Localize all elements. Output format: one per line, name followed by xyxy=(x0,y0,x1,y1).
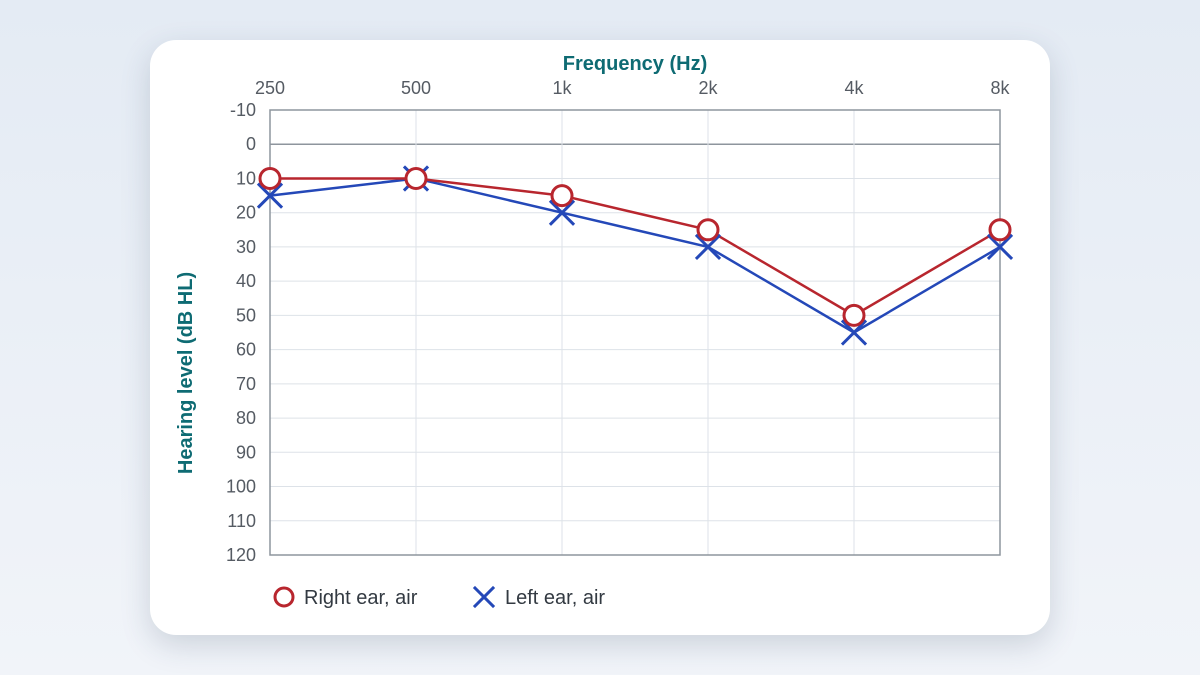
right-ear-point xyxy=(258,166,282,190)
x-tick-label: 500 xyxy=(401,78,431,98)
legend-label-left-ear: Left ear, air xyxy=(505,587,605,609)
legend-x-icon xyxy=(472,585,496,609)
y-tick-label: 40 xyxy=(236,271,256,291)
y-tick-label: 60 xyxy=(236,340,256,360)
legend-x-mark xyxy=(472,585,496,609)
y-tick-label: -10 xyxy=(230,100,256,120)
left-ear-point xyxy=(986,233,1014,261)
y-tick-label: 90 xyxy=(236,442,256,462)
x-tick-label: 1k xyxy=(552,78,572,98)
y-tick-label: 10 xyxy=(236,168,256,188)
left-ear-point xyxy=(548,199,576,226)
legend-item-right-ear: Right ear, air xyxy=(273,586,418,609)
y-tick-label: 120 xyxy=(226,545,256,565)
x-tick-label: 250 xyxy=(255,78,285,98)
x-marker-stroke xyxy=(986,233,1014,261)
left-ear-point xyxy=(694,233,722,261)
legend-circle-icon xyxy=(273,586,295,608)
right-ear-point xyxy=(842,303,866,327)
left-ear-line xyxy=(269,177,1001,334)
y-axis-title: Hearing level (dB HL) xyxy=(175,272,197,474)
chart-card: 250 500 1k 2k 4k 8k -10 0 10 20 30 40 50 60 70 80 90 100… xyxy=(150,40,1050,635)
x-tick-label: 4k xyxy=(844,78,864,98)
legend-item-left-ear: Left ear, air xyxy=(472,585,605,609)
legend: Right ear, air Left ear, air xyxy=(273,585,605,609)
x-marker-stroke xyxy=(840,319,868,346)
x-tick-label: 8k xyxy=(990,78,1010,98)
y-tick-label: 110 xyxy=(227,511,256,531)
y-tick-label: 20 xyxy=(236,203,256,223)
x-tick-labels: 250 500 1k 2k 4k 8k xyxy=(255,78,1011,98)
y-tick-label: 100 xyxy=(226,477,256,497)
x-marker-stroke xyxy=(548,199,576,226)
audiogram-chart: 250 500 1k 2k 4k 8k -10 0 10 20 30 40 50 60 70 80 90 100… xyxy=(175,53,1014,609)
y-tick-label: 0 xyxy=(246,134,256,154)
y-tick-label: 70 xyxy=(236,374,256,394)
plot-border xyxy=(269,109,1001,556)
right-ear-point xyxy=(696,218,720,242)
y-tick-label: 50 xyxy=(236,305,256,325)
grid-layer xyxy=(269,109,1001,556)
legend-label-right-ear: Right ear, air xyxy=(304,587,418,609)
left-ear-point xyxy=(256,182,284,209)
x-axis-title: Frequency (Hz) xyxy=(563,53,707,75)
plot-frame xyxy=(269,109,1001,556)
x-marker-stroke xyxy=(472,585,496,609)
right-ear-line xyxy=(270,177,1001,317)
right-ear-point xyxy=(988,218,1012,242)
y-tick-label: 80 xyxy=(236,408,256,428)
x-marker-stroke xyxy=(256,182,284,209)
right-ear-point xyxy=(550,184,574,208)
y-tick-label: 30 xyxy=(236,237,256,257)
y-tick-labels: -10 0 10 20 30 40 50 60 70 80 90 100 110 120 xyxy=(226,100,256,565)
x-marker-stroke xyxy=(694,233,722,261)
x-tick-label: 2k xyxy=(698,78,718,98)
left-ear-point xyxy=(840,319,868,346)
right-ear-point xyxy=(404,166,428,190)
series-layer xyxy=(256,165,1014,346)
